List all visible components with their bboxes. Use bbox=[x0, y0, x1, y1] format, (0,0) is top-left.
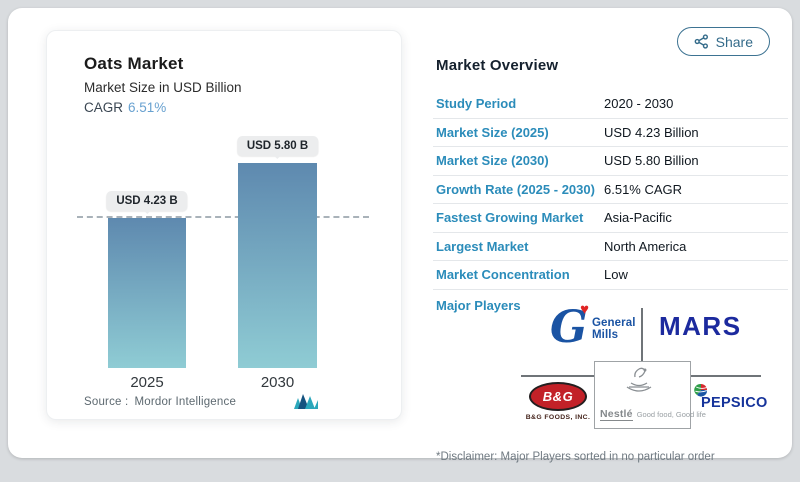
general-mills-logo: G ♥ General Mills bbox=[550, 301, 636, 353]
bar-2025 bbox=[108, 218, 186, 368]
pepsico-globe-icon bbox=[694, 383, 708, 403]
bar-chart-plot: USD 4.23 B USD 5.80 B bbox=[47, 31, 403, 368]
pepsico-wordmark: PEPSICO bbox=[701, 395, 768, 411]
x-axis-label-2025: 2025 bbox=[130, 374, 164, 391]
market-size-chart-card: Oats Market Market Size in USD Billion C… bbox=[46, 30, 402, 420]
bar-2030 bbox=[238, 163, 317, 368]
overview-title: Market Overview bbox=[436, 57, 559, 74]
bg-foods-oval-icon: B&G bbox=[529, 382, 587, 411]
nestle-wordmark: Nestlé bbox=[600, 408, 633, 421]
source-attribution: Source : Mordor Intelligence bbox=[84, 396, 236, 408]
table-row-market-size-2025: Market Size (2025) USD 4.23 Billion bbox=[433, 119, 788, 147]
general-mills-wordmark: General Mills bbox=[592, 316, 636, 341]
cagr-value: 6.51% bbox=[128, 100, 167, 115]
table-row-largest-market: Largest Market North America bbox=[433, 233, 788, 261]
report-card: Share Oats Market Market Size in USD Bil… bbox=[8, 8, 792, 463]
logo-grid-vertical-divider bbox=[641, 308, 643, 375]
bar-value-label-2025: USD 4.23 B bbox=[106, 191, 188, 211]
cagr-label: CAGR bbox=[84, 100, 124, 115]
nestle-nest-icon bbox=[619, 365, 659, 404]
reference-dashed-line bbox=[77, 216, 369, 218]
table-row-market-concentration: Market Concentration Low bbox=[433, 261, 788, 290]
major-players-label: Major Players bbox=[436, 298, 521, 313]
share-icon bbox=[694, 34, 709, 49]
share-button[interactable]: Share bbox=[676, 27, 770, 56]
general-mills-monogram-icon: G ♥ bbox=[550, 301, 589, 353]
table-row-growth-rate: Growth Rate (2025 - 2030) 6.51% CAGR bbox=[433, 176, 788, 204]
bg-foods-caption: B&G Foods, Inc. bbox=[525, 414, 591, 421]
mars-logo: MARS bbox=[659, 311, 742, 341]
table-row-market-size-2030: Market Size (2030) USD 5.80 Billion bbox=[433, 147, 788, 176]
overview-table: Study Period 2020 - 2030 Market Size (20… bbox=[433, 90, 788, 290]
heart-icon: ♥ bbox=[580, 301, 589, 318]
nestle-tagline: Good food, Good life bbox=[636, 410, 706, 419]
table-row-fastest-growing-market: Fastest Growing Market Asia-Pacific bbox=[433, 204, 788, 233]
bar-value-label-2030: USD 5.80 B bbox=[236, 136, 319, 156]
pepsico-logo: PEPSICO bbox=[694, 383, 768, 411]
bg-foods-logo: B&G B&G Foods, Inc. bbox=[524, 382, 592, 421]
source-value: Mordor Intelligence bbox=[134, 396, 237, 408]
chart-subtitle: Market Size in USD Billion bbox=[84, 80, 242, 95]
bar-group-2030: USD 5.80 B bbox=[236, 31, 319, 368]
chart-cagr-line: CAGR 6.51% bbox=[84, 100, 166, 115]
bar-group-2025: USD 4.23 B bbox=[106, 31, 188, 368]
mordor-intelligence-logo-icon bbox=[294, 394, 318, 414]
disclaimer-text: *Disclaimer: Major Players sorted in no … bbox=[436, 451, 715, 463]
source-label: Source : bbox=[84, 396, 129, 408]
x-axis-label-2030: 2030 bbox=[260, 374, 295, 391]
share-button-label: Share bbox=[715, 33, 753, 50]
chart-title: Oats Market bbox=[84, 54, 184, 73]
nestle-logo: Nestlé Good food, Good life bbox=[594, 361, 706, 429]
table-row-study-period: Study Period 2020 - 2030 bbox=[433, 90, 788, 119]
